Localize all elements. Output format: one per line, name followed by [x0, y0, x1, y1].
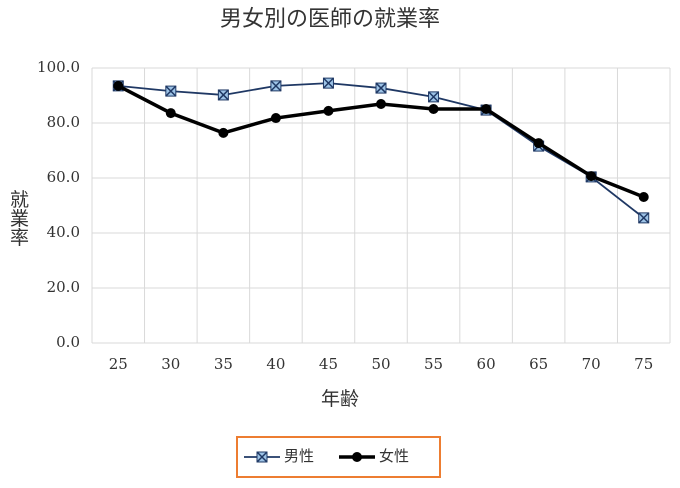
point	[322, 77, 334, 89]
x-tick-label: 45	[319, 355, 338, 373]
marker-x	[638, 212, 650, 224]
point	[376, 99, 386, 110]
x-tick-label: 55	[424, 355, 443, 373]
marker-x	[375, 82, 387, 94]
point	[638, 212, 650, 224]
point	[375, 82, 387, 94]
point	[323, 105, 334, 116]
marker-x	[217, 89, 229, 101]
x-tick-label: 25	[109, 355, 128, 373]
legend-marker	[352, 452, 362, 462]
point	[428, 103, 439, 114]
point	[165, 108, 176, 119]
point	[428, 91, 440, 103]
x-axis-label: 年齢	[321, 388, 359, 410]
point	[217, 89, 229, 101]
point	[638, 191, 649, 202]
marker-x	[270, 80, 282, 92]
point	[533, 138, 544, 149]
point	[270, 113, 281, 124]
y-tick-label: 100.0	[37, 58, 80, 76]
x-tick-label: 70	[582, 355, 601, 373]
x-tick-label: 40	[266, 355, 285, 373]
marker-x	[322, 77, 334, 89]
y-tick-label: 20.0	[47, 278, 80, 296]
x-tick-label: 75	[634, 355, 653, 373]
marker-x	[165, 85, 177, 97]
point	[165, 85, 177, 97]
marker-x	[256, 451, 268, 463]
point	[586, 171, 597, 182]
x-tick-label: 30	[161, 355, 180, 373]
point	[270, 80, 282, 92]
y-axis-label: 就業率	[7, 189, 29, 246]
legend-label: 男性	[284, 447, 314, 465]
point	[113, 80, 124, 91]
x-tick-label: 50	[371, 355, 390, 373]
y-tick-label: 80.0	[47, 113, 80, 131]
x-tick-label: 65	[529, 355, 548, 373]
point	[481, 103, 492, 114]
y-tick-label: 60.0	[47, 168, 80, 186]
legend-marker	[256, 451, 268, 463]
x-tick-label: 60	[477, 355, 496, 373]
y-tick-label: 40.0	[47, 223, 80, 241]
legend-label: 女性	[379, 447, 409, 465]
legend-box	[236, 436, 441, 478]
chart-title: 男女別の医師の就業率	[220, 7, 440, 32]
y-tick-label: 0.0	[56, 333, 80, 351]
point	[218, 127, 229, 138]
marker-x	[428, 91, 440, 103]
x-tick-label: 35	[214, 355, 233, 373]
